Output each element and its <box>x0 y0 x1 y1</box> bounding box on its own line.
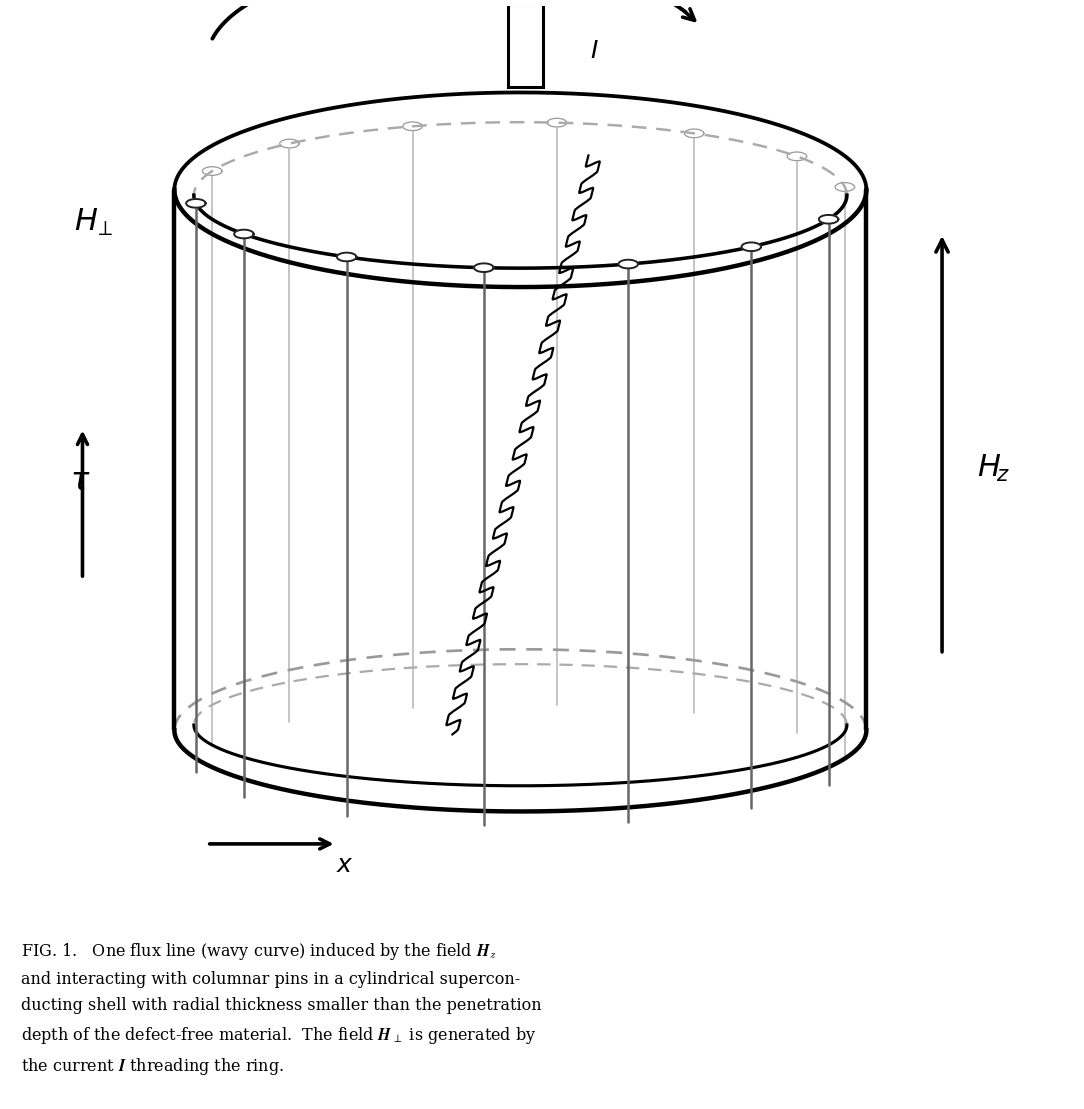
Polygon shape <box>203 166 222 175</box>
Polygon shape <box>480 0 571 3</box>
Polygon shape <box>280 140 299 147</box>
Polygon shape <box>186 199 206 207</box>
Polygon shape <box>234 230 254 238</box>
Text: $\mathit{I}$: $\mathit{I}$ <box>590 40 598 63</box>
Polygon shape <box>684 129 704 138</box>
Text: $\mathit{H}_{\!z}$: $\mathit{H}_{\!z}$ <box>978 454 1010 485</box>
Polygon shape <box>547 119 567 126</box>
Text: $\mathit{H}_{\!\perp}$: $\mathit{H}_{\!\perp}$ <box>74 206 113 237</box>
Text: FIG. 1.   One flux line (wavy curve) induced by the field $\boldsymbol{H}_z$
and: FIG. 1. One flux line (wavy curve) induc… <box>21 942 542 1078</box>
Text: $\mathit{x}$: $\mathit{x}$ <box>336 854 354 877</box>
Polygon shape <box>619 260 638 268</box>
Polygon shape <box>741 243 761 251</box>
Polygon shape <box>818 215 838 224</box>
Polygon shape <box>508 3 543 87</box>
Polygon shape <box>403 122 423 131</box>
Polygon shape <box>474 263 493 272</box>
Text: $\tau$: $\tau$ <box>70 466 91 497</box>
Polygon shape <box>835 183 854 192</box>
Polygon shape <box>337 253 357 262</box>
Polygon shape <box>787 152 806 161</box>
